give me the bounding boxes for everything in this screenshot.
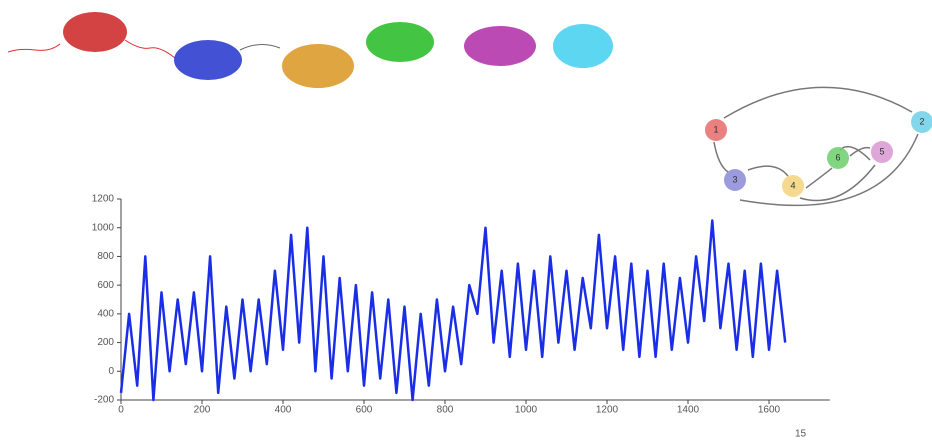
domain <box>366 22 434 62</box>
node-label: 5 <box>879 146 884 156</box>
node-label: 4 <box>790 180 795 190</box>
x-tick-label: 400 <box>275 405 292 416</box>
linker <box>8 44 60 52</box>
x-tick-label: 1400 <box>677 405 700 416</box>
domain <box>553 24 613 68</box>
domain <box>174 40 242 80</box>
y-tick-label: 0 <box>108 366 114 377</box>
figure: 15 -200020040060080010001200020040060080… <box>0 0 932 443</box>
x-tick-label: 800 <box>437 405 454 416</box>
domain <box>63 12 127 52</box>
y-tick-label: 400 <box>97 308 114 319</box>
x-tick-label: 600 <box>356 405 373 416</box>
x-tick-label: 200 <box>194 405 211 416</box>
domain <box>282 44 354 88</box>
page-number: 15 <box>795 429 807 440</box>
data-line <box>121 221 785 400</box>
node-label: 2 <box>919 116 924 126</box>
x-tick-label: 0 <box>118 405 124 416</box>
y-tick-label: 1000 <box>92 222 115 233</box>
y-tick-label: -200 <box>94 395 114 406</box>
y-tick-label: 1200 <box>92 194 115 205</box>
x-tick-label: 1600 <box>758 405 781 416</box>
domain <box>464 26 536 66</box>
protein-cartoon <box>8 12 613 88</box>
y-tick-label: 600 <box>97 280 114 291</box>
linker <box>240 44 280 50</box>
linker <box>125 40 175 58</box>
y-tick-label: 800 <box>97 251 114 262</box>
y-tick-label: 200 <box>97 337 114 348</box>
node-label: 3 <box>732 174 737 184</box>
node-label: 1 <box>713 124 718 134</box>
node-label: 6 <box>835 152 840 162</box>
x-tick-label: 1200 <box>596 405 619 416</box>
x-tick-label: 1000 <box>515 405 538 416</box>
